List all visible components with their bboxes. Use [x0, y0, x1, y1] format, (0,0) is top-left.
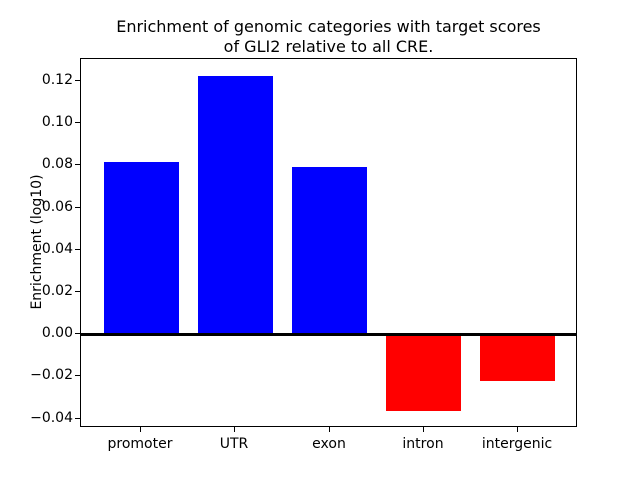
x-tick-label-promoter: promoter [107, 436, 173, 452]
y-tick-label: 0.06 [41, 199, 73, 215]
y-tick-label: 0.12 [41, 72, 73, 88]
y-tick-mark [75, 164, 80, 165]
x-tick-mark [517, 427, 518, 432]
y-tick-mark [75, 207, 80, 208]
chart-title-line2: of GLI2 relative to all CRE. [223, 37, 434, 56]
x-tick-mark [423, 427, 424, 432]
y-tick-mark [75, 291, 80, 292]
bar-intron [386, 334, 461, 411]
y-tick-mark [75, 333, 80, 334]
y-tick-mark [75, 249, 80, 250]
y-tick-mark [75, 122, 80, 123]
y-tick-label: 0.02 [41, 283, 73, 299]
plot-area [80, 58, 577, 427]
x-tick-label-intron: intron [402, 436, 444, 452]
x-tick-label-UTR: UTR [219, 436, 249, 452]
bar-promoter [104, 162, 179, 334]
x-tick-label-intergenic: intergenic [481, 436, 553, 452]
x-tick-mark [329, 427, 330, 432]
chart-title-line1: Enrichment of genomic categories with ta… [116, 17, 541, 36]
x-tick-mark [140, 427, 141, 432]
y-tick-label: −0.02 [30, 367, 73, 383]
x-tick-label-exon: exon [312, 436, 346, 452]
y-tick-label: 0.10 [41, 114, 73, 130]
y-tick-label: 0.08 [41, 156, 73, 172]
y-tick-mark [75, 418, 80, 419]
bar-intergenic [480, 334, 555, 381]
zero-line [81, 333, 576, 336]
chart-title: Enrichment of genomic categories with ta… [80, 17, 577, 57]
bar-UTR [198, 76, 273, 334]
y-tick-mark [75, 80, 80, 81]
x-tick-mark [234, 427, 235, 432]
y-tick-label: −0.04 [30, 410, 73, 426]
bar-exon [292, 167, 367, 335]
y-tick-label: 0.04 [41, 241, 73, 257]
y-tick-label: 0.00 [41, 325, 73, 341]
y-tick-mark [75, 375, 80, 376]
